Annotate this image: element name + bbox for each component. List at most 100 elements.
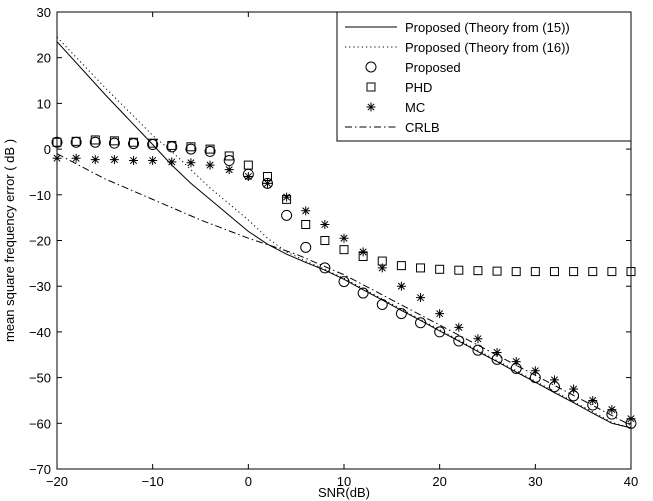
data-point <box>376 298 388 310</box>
data-point <box>109 136 119 146</box>
data-point <box>243 160 253 170</box>
data-point <box>108 137 120 149</box>
data-point <box>90 135 100 145</box>
data-point <box>339 233 349 243</box>
legend-entry: Proposed (Theory from (15)) <box>345 20 570 35</box>
data-point <box>52 153 62 163</box>
data-point <box>320 220 330 230</box>
data-point <box>205 160 215 170</box>
legend-label: Proposed (Theory from (16)) <box>405 40 570 55</box>
data-point <box>129 137 139 147</box>
legend-marker <box>365 61 377 73</box>
series-1 <box>56 41 632 429</box>
x-tick-label: 20 <box>432 474 446 489</box>
data-point <box>511 357 521 367</box>
data-point <box>434 326 446 338</box>
data-point <box>416 293 426 303</box>
data-point <box>204 145 216 157</box>
data-point <box>224 151 234 161</box>
data-point <box>281 209 293 221</box>
data-point <box>377 263 387 273</box>
legend-entry: MC <box>366 100 425 115</box>
y-tick-label: −50 <box>29 371 51 386</box>
legend-label: Proposed (Theory from (15)) <box>405 20 570 35</box>
data-point <box>511 267 521 277</box>
data-point <box>454 322 464 332</box>
data-point <box>282 192 292 202</box>
data-point <box>416 263 426 273</box>
data-point <box>300 241 312 253</box>
data-point <box>339 245 349 255</box>
data-point <box>89 136 101 148</box>
series-line <box>56 36 632 429</box>
data-point <box>167 157 177 167</box>
data-point <box>167 140 177 150</box>
legend: Proposed (Theory from (15)) Proposed (The… <box>336 11 632 142</box>
data-point <box>569 267 579 277</box>
data-point <box>492 266 502 276</box>
data-point <box>109 155 119 165</box>
y-tick-label: −30 <box>29 279 51 294</box>
data-point <box>530 366 540 376</box>
data-point <box>395 308 407 320</box>
data-point <box>530 267 540 277</box>
legend-label: CRLB <box>405 120 440 135</box>
data-point <box>569 384 579 394</box>
data-point <box>301 220 311 230</box>
data-point <box>396 281 406 291</box>
y-tick-label: −60 <box>29 416 51 431</box>
y-tick-label: 30 <box>37 5 51 20</box>
data-point <box>607 267 617 277</box>
data-point <box>472 344 484 356</box>
data-point <box>626 414 636 424</box>
data-point <box>71 153 81 163</box>
x-tick-label: 30 <box>528 474 542 489</box>
data-point <box>549 267 559 277</box>
y-tick-label: 0 <box>44 142 51 157</box>
data-point <box>186 158 196 168</box>
legend-entry: CRLB <box>345 120 440 135</box>
series-6 <box>56 153 632 427</box>
data-point <box>185 143 197 155</box>
legend-entry: Proposed <box>365 60 461 75</box>
y-tick-label: 10 <box>37 96 51 111</box>
legend-entry: Proposed (Theory from (16)) <box>345 40 570 55</box>
data-point <box>626 267 636 277</box>
legend-label: MC <box>405 100 425 115</box>
data-point <box>454 265 464 275</box>
data-point <box>71 136 81 146</box>
data-point <box>243 172 253 182</box>
series-layer <box>51 36 637 429</box>
x-tick-label: −20 <box>46 474 68 489</box>
data-point <box>473 334 483 344</box>
x-tick-label: 40 <box>624 474 638 489</box>
legend-box <box>336 11 632 142</box>
data-point <box>415 317 427 329</box>
data-point <box>301 206 311 216</box>
series-2 <box>56 36 632 429</box>
series-line <box>56 153 632 427</box>
data-point <box>261 177 273 189</box>
data-point <box>90 155 100 165</box>
data-point <box>205 144 215 154</box>
legend-label: Proposed <box>405 60 461 75</box>
data-point <box>224 165 234 175</box>
y-tick-label: 20 <box>37 51 51 66</box>
data-point <box>148 138 158 148</box>
data-point <box>435 309 445 319</box>
data-point <box>262 178 272 188</box>
series-5 <box>52 153 636 424</box>
y-tick-label: −10 <box>29 188 51 203</box>
y-tick-label: −70 <box>29 462 51 477</box>
data-point <box>358 247 368 257</box>
data-point <box>148 156 158 166</box>
data-point <box>52 137 62 147</box>
data-point <box>396 261 406 271</box>
x-tick-label: 10 <box>337 474 351 489</box>
legend-entry: PHD <box>366 80 432 95</box>
series-4 <box>52 135 636 277</box>
legend-label: PHD <box>405 80 432 95</box>
data-point <box>492 347 502 357</box>
data-point <box>473 266 483 276</box>
data-point <box>453 335 465 347</box>
